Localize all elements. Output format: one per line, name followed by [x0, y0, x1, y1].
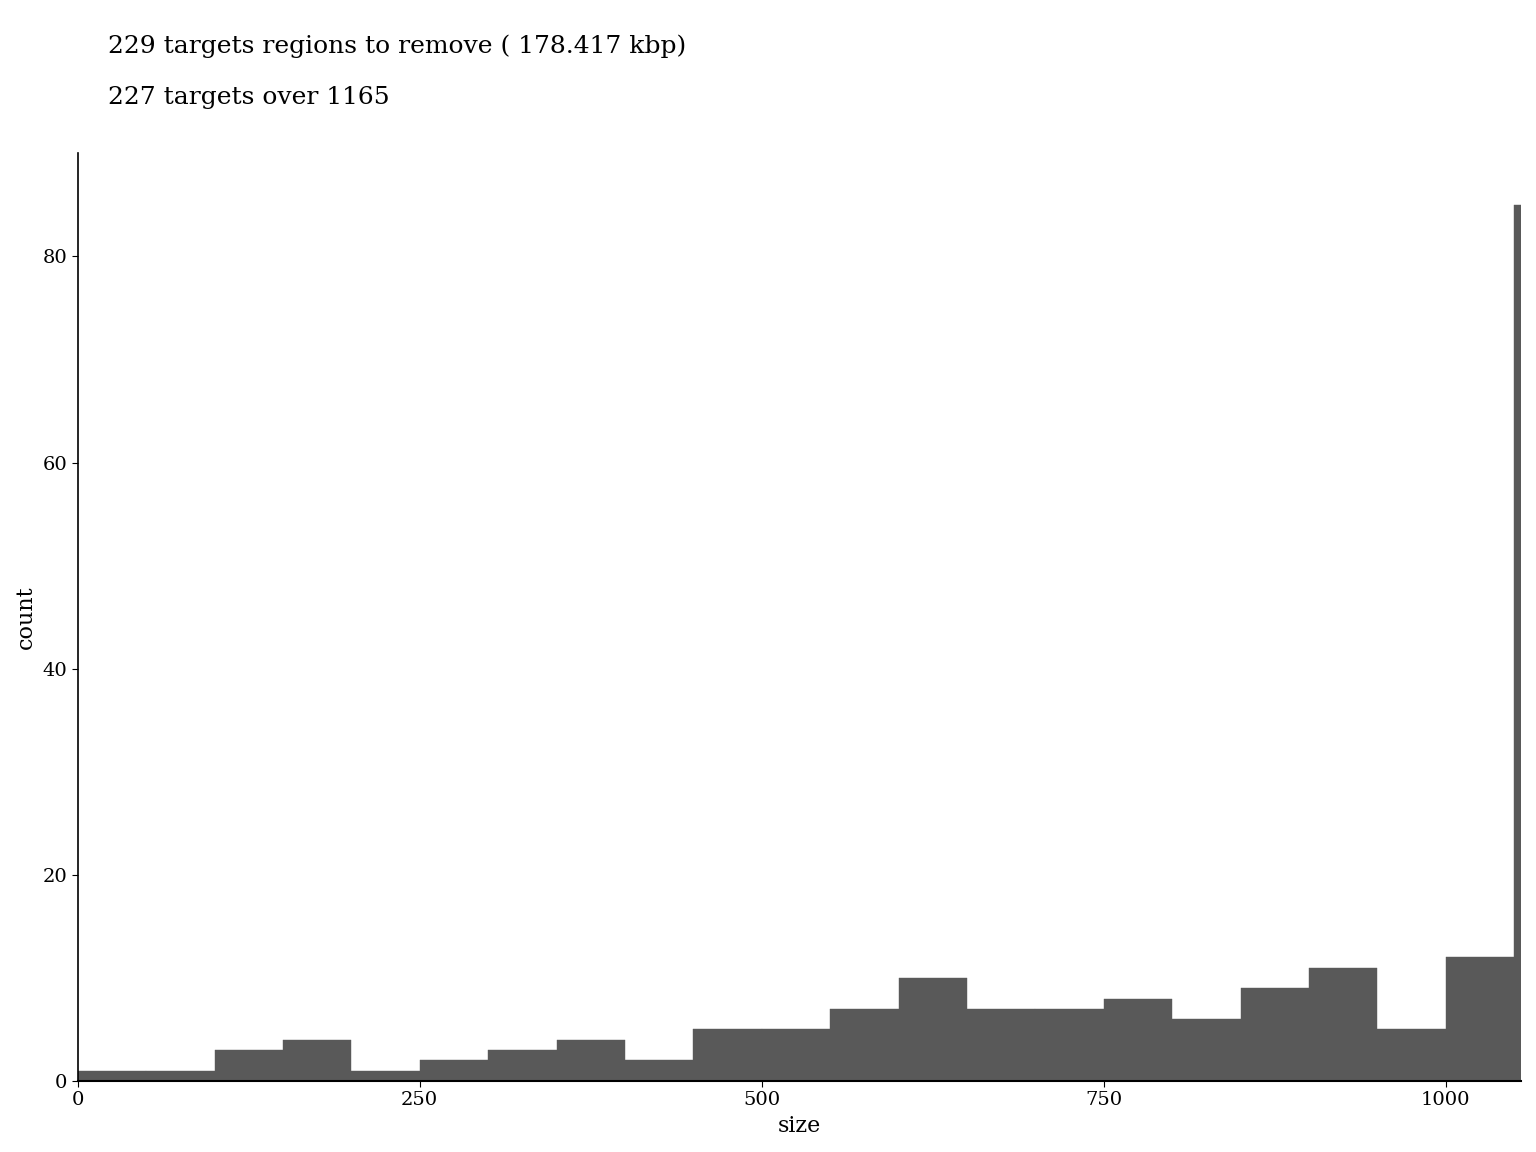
Bar	[1241, 988, 1309, 1081]
Bar	[352, 1070, 419, 1081]
Bar	[625, 1060, 693, 1081]
Bar	[556, 1040, 625, 1081]
Bar	[1445, 957, 1514, 1081]
Y-axis label: count: count	[15, 585, 37, 649]
Bar	[1514, 205, 1536, 1081]
Bar	[1378, 1030, 1445, 1081]
Bar	[78, 1070, 146, 1081]
Bar	[762, 1030, 829, 1081]
Bar	[1309, 968, 1378, 1081]
X-axis label: size: size	[777, 1115, 820, 1137]
Bar	[829, 1009, 899, 1081]
Bar	[1104, 999, 1172, 1081]
Bar	[968, 1009, 1035, 1081]
Bar	[899, 978, 968, 1081]
Bar	[693, 1030, 762, 1081]
Bar	[1035, 1009, 1104, 1081]
Bar	[488, 1051, 556, 1081]
Bar	[146, 1070, 215, 1081]
Bar	[419, 1060, 488, 1081]
Text: 229 targets regions to remove ( 178.417 kbp): 229 targets regions to remove ( 178.417 …	[108, 35, 685, 58]
Text: 227 targets over 1165: 227 targets over 1165	[108, 86, 389, 109]
Bar	[283, 1040, 352, 1081]
Bar	[1172, 1020, 1241, 1081]
Bar	[215, 1051, 283, 1081]
